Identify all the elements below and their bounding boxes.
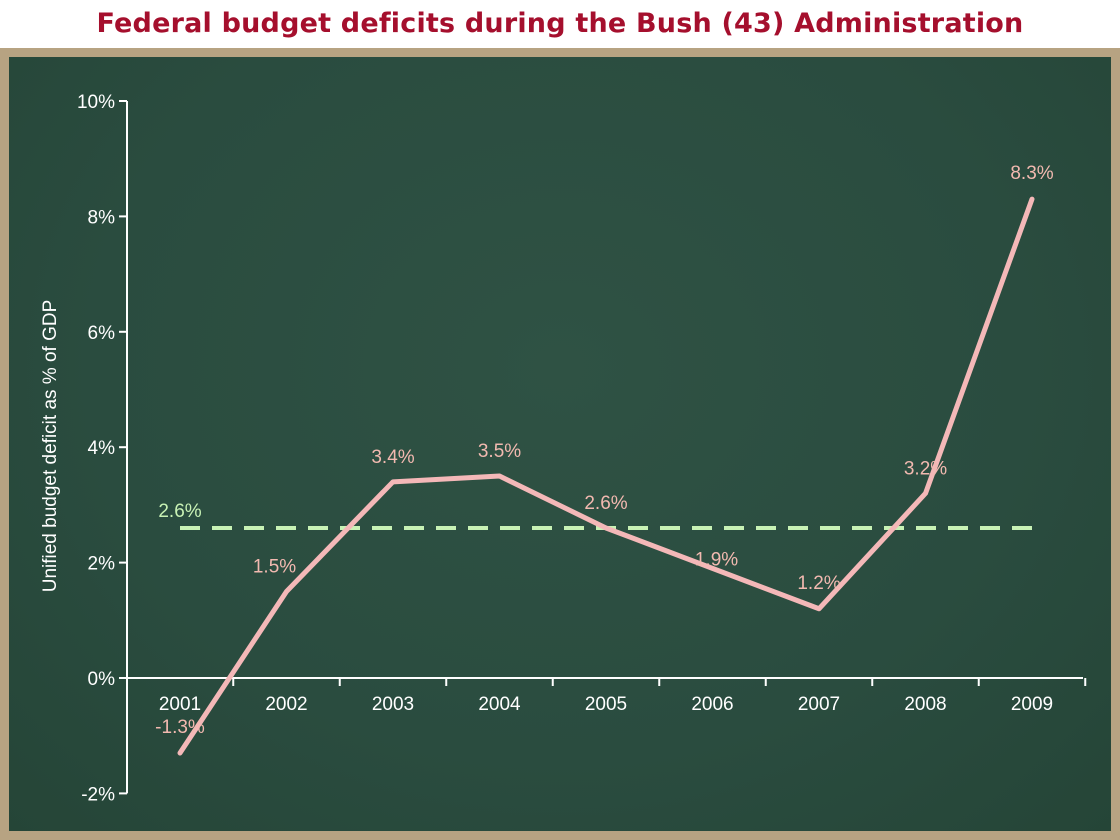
y-axis-label: Unified budget deficit as % of GDP (40, 300, 61, 593)
data-label: 3.2% (904, 458, 947, 479)
data-label: 3.4% (371, 447, 414, 468)
data-label: 8.3% (1010, 163, 1053, 184)
data-labels: -1.3% 1.5% 3.4% 3.5% 2.6% 1.9% 1.2% 3.2% 8.3% (155, 163, 1054, 738)
x-tick-label: 2001 (159, 694, 201, 715)
x-tick-label: 2004 (478, 694, 521, 715)
data-label: -1.3% (155, 717, 205, 738)
y-tick-label: 2% (88, 554, 116, 575)
x-tick-label: 2005 (585, 694, 627, 715)
y-tick-label: -2% (81, 784, 115, 805)
data-label: 2.6% (584, 493, 627, 514)
x-tick-label: 2006 (691, 694, 733, 715)
x-tick-label: 2007 (798, 694, 840, 715)
data-label: 1.9% (695, 549, 738, 570)
y-tick-label: 4% (88, 438, 116, 459)
chart-title: Federal budget deficits during the Bush … (96, 8, 1024, 39)
data-label: 3.5% (478, 441, 521, 462)
x-tick-label: 2008 (904, 694, 946, 715)
x-tick-label: 2002 (265, 694, 307, 715)
deficit-series-line (177, 196, 1035, 756)
y-tick-label: 0% (88, 669, 116, 690)
series-group (177, 196, 1035, 756)
x-tick-label: 2009 (1011, 694, 1053, 715)
data-label: 1.2% (797, 573, 840, 594)
axes: -2% 0% 2% 4% 6% 8% 10% 2001 2002 2003 2004 2005 2006… (77, 92, 1087, 805)
line-chart: -2% 0% 2% 4% 6% 8% 10% 2001 2002 2003 2004 2005 2006… (40, 92, 1087, 805)
chalkboard-surface (9, 57, 1111, 831)
x-tick-label: 2003 (372, 694, 414, 715)
y-tick-label: 8% (88, 207, 116, 228)
data-label: 1.5% (253, 556, 296, 577)
chalkboard-frame (0, 48, 1120, 840)
y-tick-label: 6% (88, 323, 116, 344)
average-label: 2.6% (158, 501, 201, 522)
y-tick-label: 10% (77, 92, 115, 113)
